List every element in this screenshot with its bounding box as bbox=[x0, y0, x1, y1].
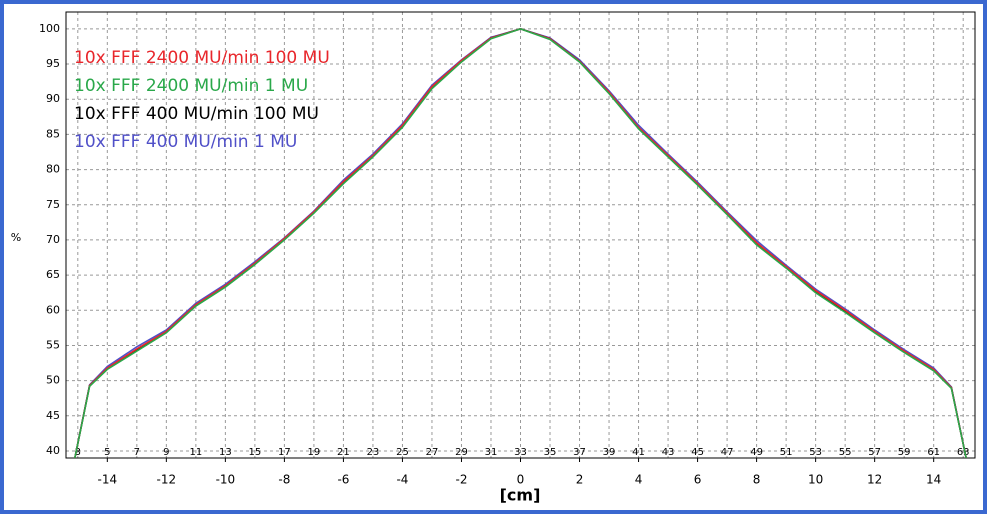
x2-tick-label: 5 bbox=[104, 447, 110, 458]
x2-tick-label: 23 bbox=[367, 447, 380, 458]
y-tick-label: 75 bbox=[46, 198, 60, 211]
x2-tick-label: 61 bbox=[927, 447, 940, 458]
y-tick-label: 85 bbox=[46, 127, 60, 140]
y-tick-label: 60 bbox=[46, 303, 60, 316]
legend-entry: 10x FFF 400 MU/min 1 MU bbox=[74, 132, 297, 152]
x-tick-label: -4 bbox=[396, 473, 408, 487]
x2-tick-label: 11 bbox=[189, 447, 202, 458]
legend-entry: 10x FFF 400 MU/min 100 MU bbox=[74, 104, 319, 124]
x2-tick-label: 29 bbox=[455, 447, 468, 458]
x-tick-label: -14 bbox=[98, 473, 118, 487]
x-tick-label: 8 bbox=[753, 473, 761, 487]
x2-tick-label: 13 bbox=[219, 447, 232, 458]
x-tick-label: -6 bbox=[337, 473, 349, 487]
x2-tick-label: 63 bbox=[957, 447, 970, 458]
line bbox=[74, 28, 967, 458]
x-tick-label: -12 bbox=[157, 473, 177, 487]
x2-tick-label: 7 bbox=[134, 447, 140, 458]
y-tick-label: 80 bbox=[46, 163, 60, 176]
x2-tick-label: 31 bbox=[485, 447, 498, 458]
x2-tick-label: 57 bbox=[868, 447, 881, 458]
x-tick-label: 12 bbox=[867, 473, 882, 487]
y-tick-label: 65 bbox=[46, 268, 60, 281]
y-tick-label: 50 bbox=[46, 374, 60, 387]
y-tick-label: 70 bbox=[46, 233, 60, 246]
x2-tick-label: 33 bbox=[514, 447, 527, 458]
x-tick-label: 2 bbox=[576, 473, 584, 487]
x2-tick-label: 25 bbox=[396, 447, 409, 458]
x-axis-label: [cm] bbox=[500, 486, 541, 505]
x2-tick-label: 9 bbox=[163, 447, 169, 458]
x2-tick-label: 19 bbox=[308, 447, 321, 458]
x-tick-label: -8 bbox=[278, 473, 290, 487]
x2-tick-label: 15 bbox=[249, 447, 262, 458]
x2-tick-label: 3 bbox=[75, 447, 81, 458]
x-tick-label: 4 bbox=[635, 473, 643, 487]
x2-tick-label: 55 bbox=[839, 447, 852, 458]
legend-entry: 10x FFF 2400 MU/min 100 MU bbox=[74, 48, 330, 68]
x-tick-label: 14 bbox=[926, 473, 941, 487]
x2-tick-label: 45 bbox=[691, 447, 704, 458]
x2-tick-label: 49 bbox=[750, 447, 763, 458]
x2-tick-label: 59 bbox=[898, 447, 911, 458]
y-tick-label: 95 bbox=[46, 57, 60, 70]
x2-tick-label: 21 bbox=[337, 447, 350, 458]
x2-tick-label: 41 bbox=[632, 447, 645, 458]
y-tick-label: 90 bbox=[46, 92, 60, 105]
x2-tick-label: 51 bbox=[780, 447, 793, 458]
legend-entry: 10x FFF 2400 MU/min 1 MU bbox=[74, 76, 308, 96]
x-tick-label: 0 bbox=[517, 473, 525, 487]
y-tick-label: 55 bbox=[46, 338, 60, 351]
x2-tick-label: 27 bbox=[426, 447, 439, 458]
x-tick-label: 6 bbox=[694, 473, 702, 487]
x-tick-label: -10 bbox=[216, 473, 236, 487]
x2-tick-label: 53 bbox=[809, 447, 822, 458]
x2-tick-label: 47 bbox=[721, 447, 734, 458]
x2-tick-label: 37 bbox=[573, 447, 586, 458]
x-tick-label: -2 bbox=[455, 473, 467, 487]
y-tick-label: 40 bbox=[46, 444, 60, 457]
plot-border bbox=[65, 11, 976, 459]
y-tick-label: 100 bbox=[39, 22, 60, 35]
x-tick-label: 10 bbox=[808, 473, 823, 487]
y-tick-label: 45 bbox=[46, 409, 60, 422]
x2-tick-label: 17 bbox=[278, 447, 291, 458]
x2-tick-label: 43 bbox=[662, 447, 675, 458]
x2-tick-label: 39 bbox=[603, 447, 616, 458]
y-axis-label: % bbox=[11, 231, 21, 244]
x2-tick-label: 35 bbox=[544, 447, 557, 458]
